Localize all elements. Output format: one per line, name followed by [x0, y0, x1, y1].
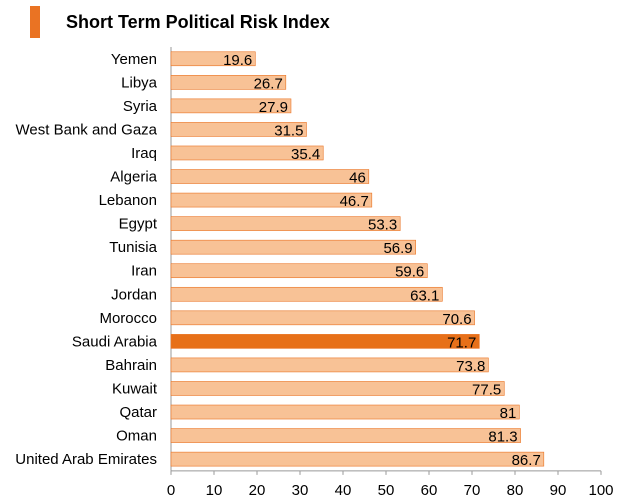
bar-united-arab-emirates: [170, 451, 545, 467]
value-label: 27.9: [259, 99, 288, 116]
value-label: 77.5: [472, 381, 501, 398]
category-label: Oman: [116, 428, 157, 445]
category-label: Libya: [121, 74, 158, 91]
category-label: United Arab Emirates: [15, 451, 157, 468]
bar-iraq: [170, 145, 324, 161]
value-label: 46.7: [340, 193, 369, 210]
category-label: Iran: [131, 263, 157, 280]
category-label: Saudi Arabia: [72, 333, 158, 350]
x-tick-label: 40: [335, 482, 352, 499]
x-tick-label: 80: [507, 482, 524, 499]
category-label: Egypt: [119, 216, 158, 233]
bar-oman: [170, 428, 521, 443]
category-label: Lebanon: [99, 192, 157, 209]
category-label: Qatar: [119, 404, 157, 421]
bar-yemen: [170, 51, 256, 67]
category-label: Iraq: [131, 145, 157, 162]
value-label: 19.6: [223, 52, 252, 69]
category-label: Jordan: [111, 286, 157, 303]
value-label: 73.8: [456, 358, 485, 375]
bar-algeria: [170, 169, 370, 184]
category-label: Bahrain: [105, 357, 157, 374]
value-label: 35.4: [291, 146, 320, 163]
bar-kuwait: [170, 381, 505, 396]
value-label: 56.9: [383, 240, 412, 257]
x-tick-label: 0: [167, 482, 175, 499]
bar-saudi-arabia: [170, 334, 480, 349]
x-tick-label: 100: [588, 482, 613, 499]
value-label: 63.1: [410, 287, 439, 304]
bar-morocco: [170, 310, 475, 326]
value-label: 31.5: [274, 122, 303, 139]
value-label: 59.6: [395, 264, 424, 281]
bar-west-bank-and-gaza: [170, 122, 307, 137]
value-label: 26.7: [254, 75, 283, 92]
category-label: Yemen: [111, 51, 157, 68]
category-label: Algeria: [110, 169, 157, 186]
title-marker: [30, 6, 40, 38]
x-tick-label: 10: [206, 482, 223, 499]
x-tick-label: 70: [464, 482, 481, 499]
category-label: Morocco: [99, 310, 157, 327]
x-tick-label: 90: [550, 482, 567, 499]
category-label: Tunisia: [109, 239, 157, 256]
bar-tunisia: [170, 239, 416, 255]
bar-lebanon: [170, 192, 373, 208]
bar-qatar: [170, 404, 520, 420]
bar-syria: [170, 98, 292, 114]
chart-title: Short Term Political Risk Index: [66, 12, 330, 32]
bar-egypt: [170, 216, 401, 231]
category-label: Kuwait: [112, 380, 158, 397]
category-label: Syria: [123, 98, 158, 115]
x-tick-label: 30: [292, 482, 309, 499]
value-label: 81.3: [488, 429, 517, 446]
bar-libya: [170, 75, 287, 90]
bar-iran: [170, 263, 428, 279]
x-tick-label: 20: [249, 482, 266, 499]
x-tick-label: 60: [421, 482, 438, 499]
x-tick-label: 50: [378, 482, 395, 499]
value-label: 71.7: [447, 334, 476, 351]
bar-jordan: [170, 286, 443, 302]
value-label: 46: [349, 170, 366, 187]
bar-bahrain: [170, 357, 489, 373]
value-label: 86.7: [512, 452, 541, 469]
value-label: 53.3: [368, 217, 397, 234]
category-label: West Bank and Gaza: [16, 121, 158, 138]
value-label: 81: [500, 405, 517, 422]
value-label: 70.6: [442, 311, 471, 328]
